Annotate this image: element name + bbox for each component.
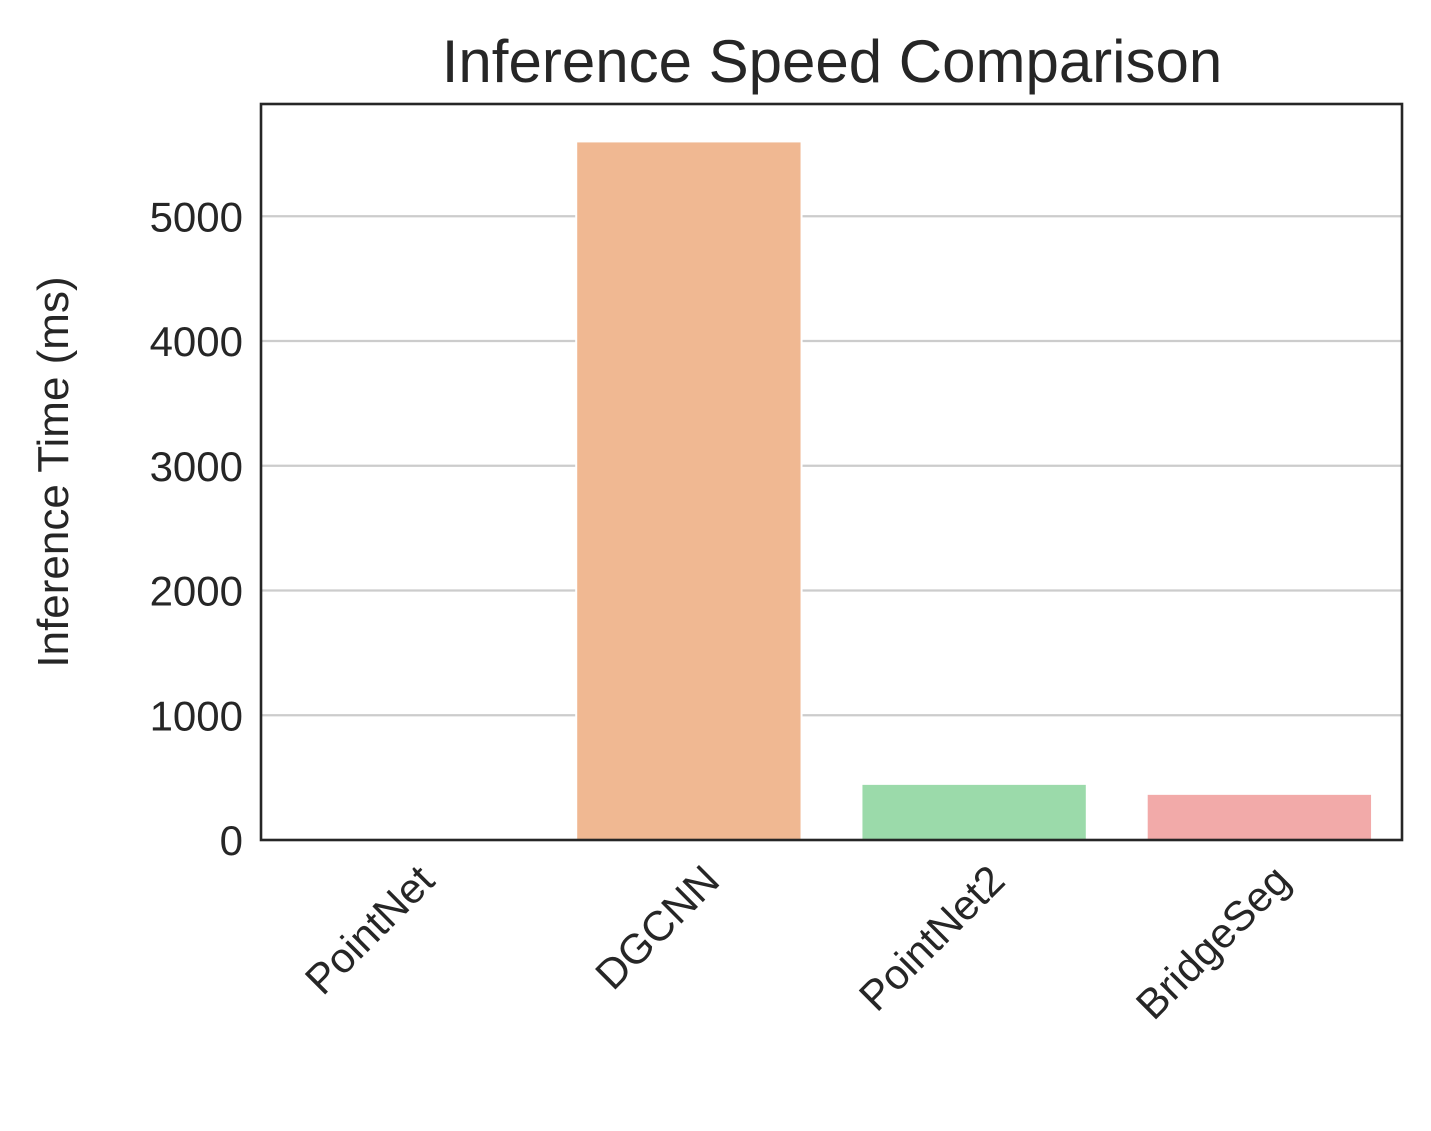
plot-frame (259, 102, 1404, 842)
x-tick-label: DGCNN (586, 856, 728, 998)
bar-dgcnn (575, 140, 803, 842)
y-tick-label: 4000 (150, 318, 243, 365)
y-tick-labels: 0 1000 2000 3000 4000 5000 (150, 193, 243, 864)
grid-lines (261, 215, 1402, 717)
x-tick-labels: PointNet DGCNN PointNet2 BridgeSeg (296, 856, 1299, 1028)
chart-title: Inference Speed Comparison (442, 28, 1222, 95)
bar-bridgeseg (1145, 792, 1374, 841)
y-tick-label: 5000 (150, 193, 243, 240)
y-tick-label: 1000 (150, 692, 243, 739)
bars (289, 140, 1374, 842)
y-axis-label: Inference Time (ms) (29, 276, 78, 667)
bar-pointnet2 (860, 782, 1088, 841)
x-tick-label: BridgeSeg (1127, 856, 1299, 1028)
x-tick-label: PointNet2 (850, 856, 1014, 1020)
y-tick-label: 3000 (150, 443, 243, 490)
y-tick-label: 0 (220, 817, 243, 864)
y-tick-label: 2000 (150, 568, 243, 615)
x-tick-label: PointNet (296, 856, 443, 1003)
